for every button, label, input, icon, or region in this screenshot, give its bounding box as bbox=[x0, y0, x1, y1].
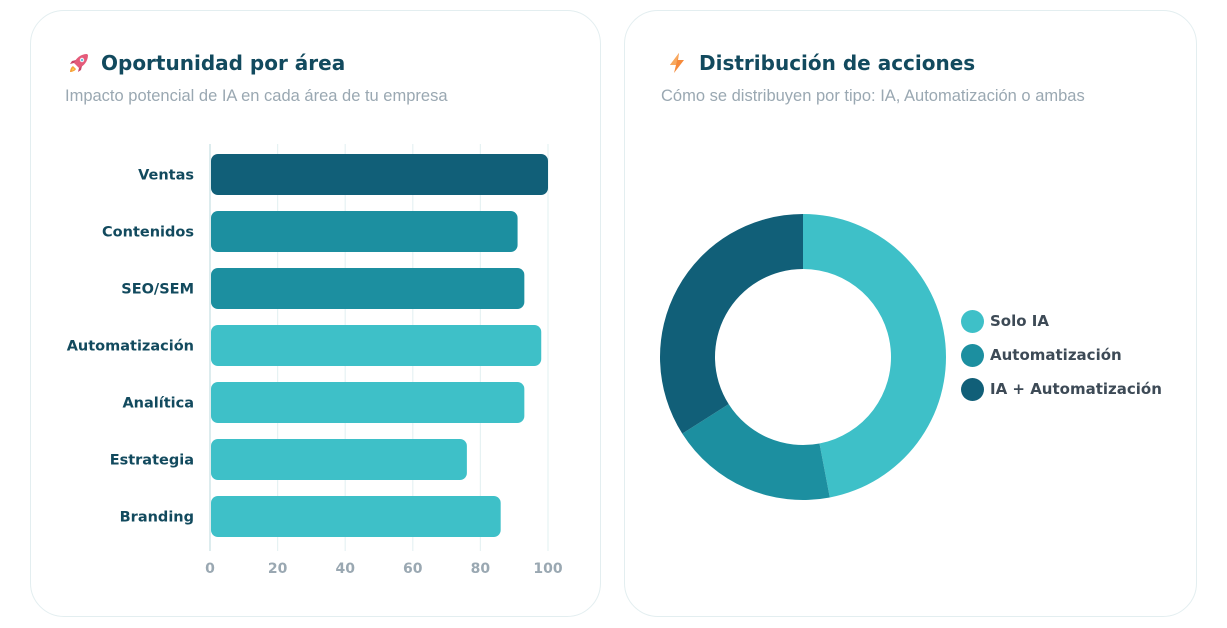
y-tick-label: Ventas bbox=[138, 168, 194, 184]
lightning-icon bbox=[670, 53, 684, 73]
donut-chart bbox=[660, 214, 946, 500]
x-tick-label: 40 bbox=[335, 561, 355, 577]
action-distribution-title: Distribución de acciones bbox=[665, 51, 975, 75]
legend-item: Automatización bbox=[961, 343, 1162, 367]
bar-chart: 0 20 40 60 80 100 Ventas Contenidos SEO/SEM Autom… bbox=[67, 144, 563, 577]
legend-swatch bbox=[961, 309, 984, 333]
legend-swatch bbox=[961, 377, 984, 401]
card-subtitle: Impacto potencial de IA en cada área de … bbox=[65, 87, 448, 105]
donut-slice bbox=[682, 404, 830, 500]
area-opportunity-card: Oportunidad por área Impacto potencial d… bbox=[30, 10, 601, 617]
chart-legend: Solo IA Automatización IA + Automatización bbox=[961, 309, 1162, 401]
x-tick-label: 80 bbox=[471, 561, 491, 577]
rocket-icon bbox=[70, 54, 88, 72]
x-tick-label: 0 bbox=[205, 561, 215, 577]
legend-label: IA + Automatización bbox=[990, 380, 1162, 398]
legend-label: Automatización bbox=[990, 346, 1122, 364]
bar bbox=[211, 154, 548, 195]
bar bbox=[211, 268, 525, 309]
y-tick-label: Automatización bbox=[67, 339, 194, 355]
legend-swatch bbox=[961, 343, 984, 367]
legend-label: Solo IA bbox=[990, 312, 1049, 330]
y-tick-label: Branding bbox=[120, 510, 194, 526]
bar bbox=[211, 439, 467, 480]
y-tick-label: Analítica bbox=[122, 396, 194, 412]
legend-item: Solo IA bbox=[961, 309, 1162, 333]
x-tick-label: 20 bbox=[268, 561, 288, 577]
card-title-text: Oportunidad por área bbox=[101, 51, 346, 75]
donut-slice bbox=[803, 214, 946, 498]
bar bbox=[211, 325, 542, 366]
card-subtitle: Cómo se distribuyen por tipo: IA, Automa… bbox=[661, 87, 1085, 105]
card-title-text: Distribución de acciones bbox=[699, 51, 976, 75]
area-opportunity-title: Oportunidad por área bbox=[67, 51, 345, 75]
x-tick-label: 60 bbox=[403, 561, 423, 577]
y-tick-label: SEO/SEM bbox=[121, 282, 194, 298]
y-tick-label: Estrategia bbox=[110, 453, 194, 469]
action-distribution-card: Distribución de acciones Cómo se distrib… bbox=[624, 10, 1197, 617]
legend-item: IA + Automatización bbox=[961, 377, 1162, 401]
bar bbox=[211, 496, 501, 537]
x-tick-label: 100 bbox=[533, 561, 562, 577]
y-tick-label: Contenidos bbox=[102, 225, 194, 241]
bar bbox=[211, 382, 525, 423]
bar bbox=[211, 211, 518, 252]
donut-slice bbox=[660, 214, 803, 434]
